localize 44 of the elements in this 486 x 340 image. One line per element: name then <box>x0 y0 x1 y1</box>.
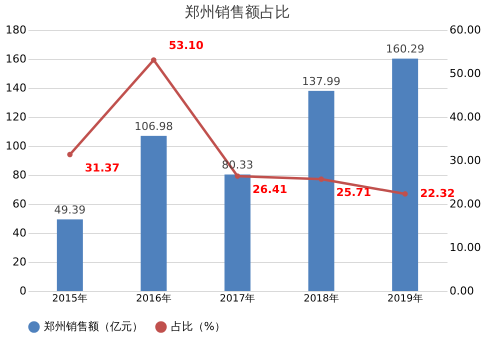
y2-tick-label: 0.00 <box>450 284 474 298</box>
data-label: 26.41 <box>252 183 288 196</box>
y-tick-label: 140 <box>6 82 26 94</box>
legend-label: 占比（%） <box>171 320 226 333</box>
bar <box>224 174 250 291</box>
x-tick-label: 2015年 <box>52 292 88 304</box>
y-tick-label: 0 <box>20 284 26 298</box>
bar <box>308 90 334 291</box>
point <box>150 57 156 63</box>
y2-tick-label: 60.00 <box>450 24 481 36</box>
legend-label: 郑州销售额（亿元） <box>44 320 143 333</box>
x-tick-label: 2017年 <box>220 292 256 304</box>
bar <box>56 219 83 291</box>
point <box>234 173 240 179</box>
y2-tick-label: 50.00 <box>450 67 481 80</box>
data-label: 49.39 <box>54 203 86 216</box>
y2-tick-label: 30.00 <box>450 154 481 167</box>
data-label: 25.71 <box>336 186 372 200</box>
x-tick-label: 2016年 <box>136 292 172 304</box>
point <box>67 152 73 158</box>
y2-tick-label: 20.00 <box>450 198 481 210</box>
y-tick-label: 20 <box>12 256 26 268</box>
data-label: 22.32 <box>420 186 455 200</box>
x-tick-label: 2018年 <box>304 292 340 304</box>
y-tick-label: 80 <box>12 168 26 182</box>
y-tick-label: 160 <box>6 52 26 66</box>
y-tick-label: 100 <box>6 140 26 152</box>
data-label: 53.10 <box>168 39 204 52</box>
point <box>318 176 324 182</box>
point <box>402 191 408 197</box>
x-tick-label: 2019年 <box>387 292 423 304</box>
bar <box>140 136 167 291</box>
bar <box>392 58 418 291</box>
y-tick-label: 40 <box>12 226 26 240</box>
data-label: 31.37 <box>84 162 120 175</box>
y-tick-label: 60 <box>12 198 26 210</box>
data-label: 106.98 <box>134 120 173 133</box>
chart-title: 郑州销售额占比 <box>185 3 290 21</box>
y2-tick-label: 40.00 <box>450 110 481 124</box>
y-tick-label: 120 <box>6 110 26 124</box>
y2-tick-label: 10.00 <box>450 241 481 254</box>
data-label: 160.29 <box>386 42 424 56</box>
y-tick-label: 180 <box>6 24 26 36</box>
data-label: 137.99 <box>302 74 341 88</box>
